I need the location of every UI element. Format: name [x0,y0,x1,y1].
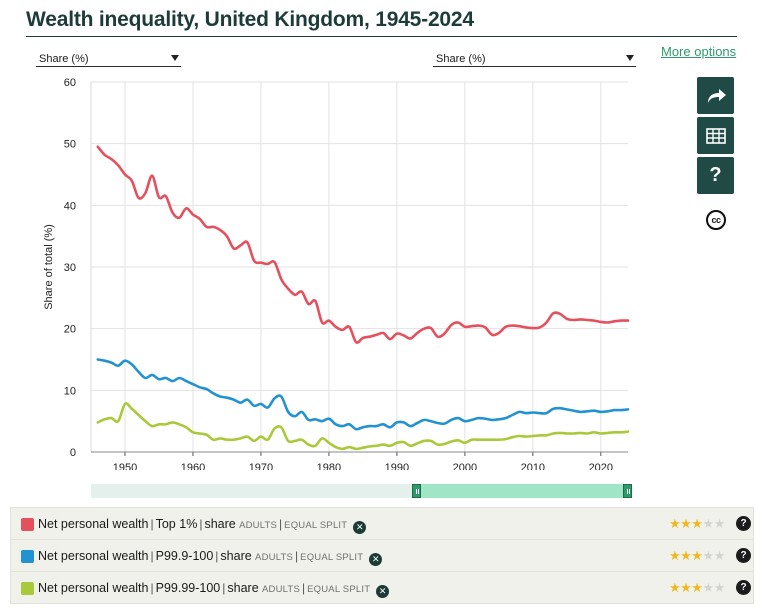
share-arrow-icon [707,88,726,103]
quality-rating: ★★★★★ [669,516,725,531]
legend-item: Net personal wealth | P99.9-100 | share ADUL… [11,540,753,572]
right-axis-selector-value: Share (%) [436,53,486,65]
right-axis-selector[interactable]: Share (%) [433,47,636,67]
x-tick-label: 1950 [113,462,137,470]
more-options-link[interactable]: More options [661,44,737,59]
legend-item: Net personal wealth | Top 1% | share ADULTS |… [11,508,753,540]
y-tick-label: 30 [64,262,76,274]
line-chart: 0 10 20 30 40 50 60 1950 1960 1970 1980 1990 2000 20… [43,77,630,470]
x-tick-label: 2010 [521,462,545,470]
y-axis: 0 10 20 30 40 50 60 [64,77,92,459]
quality-rating: ★★★★★ [669,580,725,595]
series-swatch [21,582,34,595]
x-tick-label: 2020 [589,462,613,470]
slider-selected-range[interactable] [415,484,632,498]
y-tick-label: 40 [64,200,76,212]
table-icon [705,127,726,144]
help-button[interactable]: ? [697,157,734,194]
legend-item: Net personal wealth | P99.99-100 | share ADU… [11,572,753,604]
chevron-down-icon [171,55,179,61]
time-range-slider[interactable] [91,484,632,498]
series-swatch [21,550,34,563]
legend-item-label[interactable]: Net personal wealth | P99.99-100 | share ADU… [38,581,390,598]
grid [91,81,628,452]
series-lines [96,145,630,451]
series-swatch [21,518,34,531]
table-view-button[interactable] [697,117,734,154]
help-icon: ? [709,164,722,186]
x-tick-label: 2000 [453,462,477,470]
series-help-icon[interactable]: ? [736,516,751,531]
x-tick-label: 1990 [385,462,409,470]
x-axis: 1950 1960 1970 1980 1990 2000 2010 2020 [91,451,628,470]
series-help-icon[interactable]: ? [736,548,751,563]
left-axis-selector-value: Share (%) [39,53,89,65]
y-tick-label: 0 [70,447,76,459]
remove-series-icon[interactable]: ✕ [369,553,383,566]
creative-commons-icon[interactable]: cc [706,210,726,230]
series-line-1[interactable] [96,358,630,431]
quality-rating: ★★★★★ [669,548,725,563]
page-title: Wealth inequality, United Kingdom, 1945-… [26,8,474,31]
series-line-2[interactable] [96,402,630,451]
remove-series-icon[interactable]: ✕ [376,585,390,598]
series-legend: Net personal wealth | Top 1% | share ADULTS |… [10,507,754,604]
x-tick-label: 1960 [181,462,205,470]
y-tick-label: 60 [64,77,76,89]
y-tick-label: 10 [64,385,76,397]
y-tick-label: 20 [64,324,76,336]
slider-handle-start[interactable] [411,484,421,498]
share-button[interactable] [697,77,734,114]
series-line-0[interactable] [96,145,630,344]
remove-series-icon[interactable]: ✕ [353,521,367,534]
slider-handle-end[interactable] [623,484,632,498]
y-axis-title: Share of total (%) [43,224,55,310]
legend-item-label[interactable]: Net personal wealth | Top 1% | share ADULTS |… [38,517,367,534]
legend-item-label[interactable]: Net personal wealth | P99.9-100 | share ADUL… [38,549,383,566]
series-help-icon[interactable]: ? [736,580,751,595]
chevron-down-icon [626,55,634,61]
x-tick-label: 1980 [317,462,341,470]
title-divider [26,36,737,37]
x-tick-label: 1970 [249,462,273,470]
y-tick-label: 50 [64,139,76,151]
left-axis-selector[interactable]: Share (%) [36,47,181,67]
